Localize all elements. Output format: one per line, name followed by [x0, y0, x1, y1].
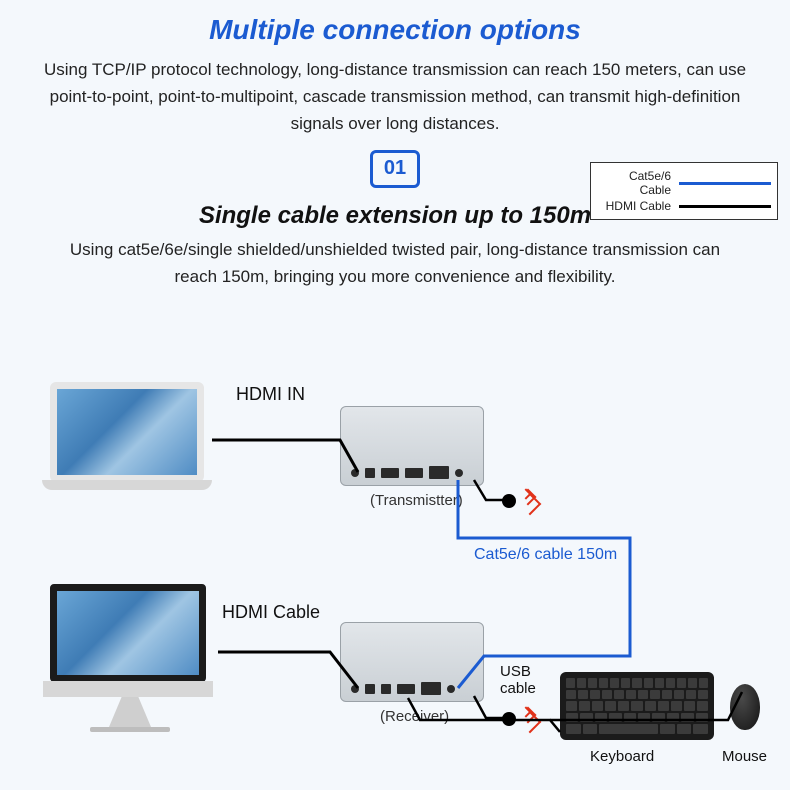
connection-diagram: (Transmistter) (Receiver) HDMI IN HDMI C… [0, 362, 790, 790]
ir-emitter-tx [502, 492, 542, 510]
ir-emitter-rx [502, 710, 542, 728]
laptop-screen [50, 382, 204, 482]
keyboard-label: Keyboard [590, 748, 654, 765]
monitor-chin [43, 681, 213, 697]
monitor-display [50, 584, 210, 732]
legend-hdmi-line [679, 205, 771, 208]
laptop-source [42, 382, 212, 490]
main-title: Multiple connection options [0, 0, 790, 46]
mouse-label: Mouse [722, 748, 767, 765]
main-description: Using TCP/IP protocol technology, long-d… [0, 46, 790, 138]
cable-legend: Cat5e/6Cable HDMI Cable [590, 162, 778, 220]
monitor-screen [50, 584, 206, 682]
hdmi-in-label: HDMI IN [236, 384, 305, 405]
extender-receiver [340, 622, 484, 702]
legend-hdmi-label: HDMI Cable [597, 199, 671, 213]
section-number-badge: 01 [370, 150, 420, 188]
receiver-caption: (Receiver) [380, 708, 449, 725]
usb-cable-label: USBcable [500, 664, 536, 697]
legend-cat-label: Cat5e/6Cable [597, 169, 671, 197]
sub-description: Using cat5e/6e/single shielded/unshielde… [0, 230, 790, 290]
monitor-stand [109, 697, 151, 727]
mouse [730, 684, 760, 730]
keyboard [560, 672, 714, 740]
transmitter-caption: (Transmistter) [370, 492, 463, 509]
legend-cat-line [679, 182, 771, 185]
extender-transmitter [340, 406, 484, 486]
laptop-base [42, 480, 212, 490]
hdmi-cable-label: HDMI Cable [222, 602, 320, 623]
cat-cable-label: Cat5e/6 cable 150m [474, 546, 617, 564]
monitor-foot [90, 727, 170, 732]
